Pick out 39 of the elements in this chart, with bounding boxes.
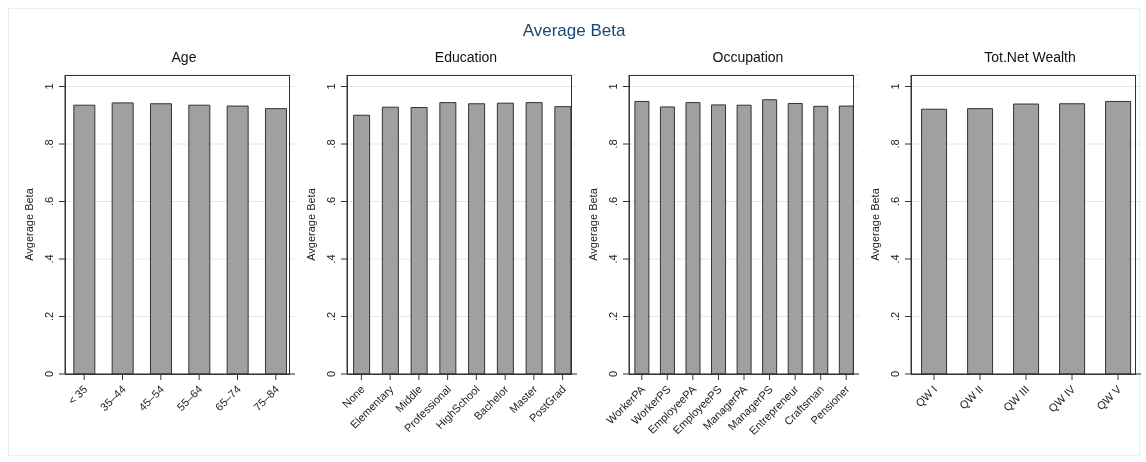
y-axis-title: Avgerage Beta <box>22 187 35 261</box>
y-axis-title: Avgerage Beta <box>304 187 317 261</box>
y-tick-label: 1 <box>43 83 55 90</box>
y-tick-label: .8 <box>325 139 337 149</box>
x-tick-label: QW II <box>957 382 986 412</box>
chart-title: Tot.Net Wealth <box>983 49 1077 67</box>
y-tick-label: .8 <box>43 139 55 149</box>
x-tick-label: QW I <box>913 382 940 410</box>
y-tick-label: 1 <box>325 83 337 90</box>
y-tick-label: .6 <box>43 196 55 207</box>
y-tick-label: 0 <box>325 370 337 378</box>
y-tick-label: .6 <box>607 196 619 207</box>
y-tick-label: 0 <box>889 370 901 378</box>
y-tick-label: .2 <box>325 311 337 322</box>
y-tick-label: .6 <box>889 196 901 207</box>
y-tick-label: 0 <box>607 370 619 378</box>
chart-title: Occupation <box>711 49 785 67</box>
y-tick-label: .8 <box>889 139 901 149</box>
y-axis-title: Avgerage Beta <box>868 187 881 261</box>
x-tick-label: QW V <box>1094 382 1124 413</box>
text: Average Beta <box>521 21 627 41</box>
y-tick-label: .4 <box>43 254 55 264</box>
y-axis-title: Avgerage Beta <box>586 187 599 261</box>
y-tick-label: .2 <box>43 311 55 322</box>
y-tick-label: .6 <box>325 196 337 207</box>
y-tick-label: 1 <box>607 83 619 90</box>
y-tick-label: .4 <box>889 254 901 264</box>
y-tick-label: 0 <box>43 370 55 378</box>
x-tick-label: QW IV <box>1046 382 1078 415</box>
y-tick-label: 1 <box>889 83 901 90</box>
x-tick-label: QW III <box>1000 382 1032 414</box>
y-tick-label: .2 <box>607 311 619 322</box>
chart-title: Age <box>170 49 198 67</box>
y-tick-label: .4 <box>325 254 337 264</box>
chart-title: Education <box>433 49 499 67</box>
y-tick-label: .4 <box>607 254 619 264</box>
y-tick-label: .8 <box>607 139 619 149</box>
y-tick-label: .2 <box>889 311 901 322</box>
x-tick-label: < 35 <box>65 382 90 407</box>
